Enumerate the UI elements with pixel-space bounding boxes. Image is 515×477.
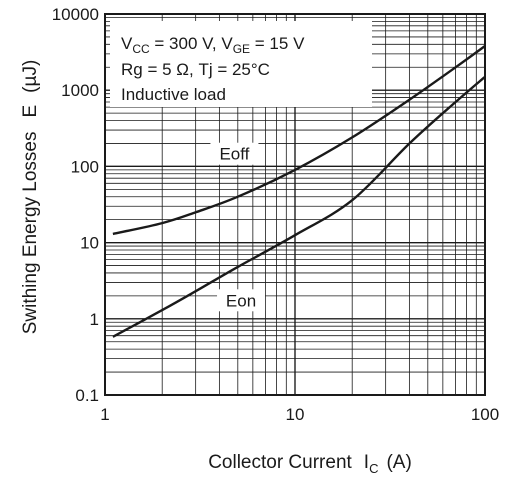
series-label-eoff: Eoff (219, 145, 249, 164)
annotation-line-1: VCC = 300 V, VGE = 15 V (121, 34, 305, 56)
y-tick-label: 10 (80, 234, 99, 253)
y-tick-labels: 0.1 1 10 100 1000 10000 (52, 5, 99, 405)
annotation-line-2: Rg = 5 Ω, Tj = 25°C (121, 60, 270, 79)
y-tick-label: 10000 (52, 5, 99, 24)
x-tick-labels: 1 10 100 (100, 405, 499, 424)
series-label-background (217, 289, 266, 312)
series-line-eoff (112, 45, 486, 236)
x-tick-label: 1 (100, 405, 109, 424)
y-tick-label: 0.1 (75, 386, 99, 405)
plot-frame (104, 13, 486, 396)
series-label-eon: Eon (226, 291, 256, 310)
x-tick-label: 100 (471, 405, 499, 424)
annotation-line-3: Inductive load (121, 85, 226, 104)
series-line-eon (112, 75, 486, 338)
annotation-background (110, 21, 372, 107)
x-tick-label: 10 (286, 405, 305, 424)
y-axis-label: Swithing Energy LossesE(µJ) (20, 60, 41, 335)
y-tick-label: 1000 (61, 81, 99, 100)
y-tick-label: 1 (90, 310, 99, 329)
series-group: Eoff Eon (112, 45, 486, 338)
y-tick-label: 100 (71, 157, 99, 176)
x-axis-label: Collector Current IC (A) (208, 452, 412, 476)
annotation-box: VCC = 300 V, VGE = 15 V Rg = 5 Ω, Tj = 2… (110, 21, 372, 107)
series-label-background (210, 142, 259, 165)
